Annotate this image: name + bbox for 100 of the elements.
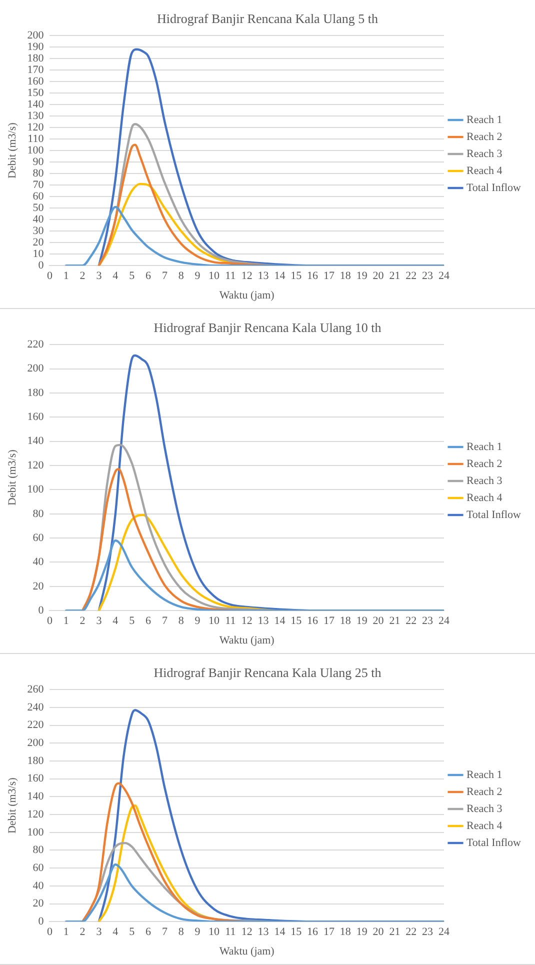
x-tick-label: 21 — [389, 615, 400, 628]
x-tick-label: 22 — [406, 926, 417, 938]
x-tick-label: 3 — [96, 926, 102, 938]
x-tick-label: 17 — [323, 270, 335, 282]
x-tick-label: 2 — [80, 615, 86, 628]
y-tick-label: 80 — [32, 508, 44, 520]
x-tick-label: 24 — [438, 615, 450, 628]
legend-label: Reach 2 — [466, 786, 502, 798]
y-tick-label: 0 — [38, 604, 44, 616]
x-tick-label: 5 — [129, 270, 136, 282]
y-tick-label: 190 — [27, 40, 44, 53]
y-tick-label: 120 — [27, 121, 44, 134]
x-tick-label: 14 — [274, 926, 286, 938]
x-tick-label: 18 — [340, 270, 352, 282]
y-tick-label: 160 — [27, 772, 44, 785]
y-tick-label: 60 — [32, 862, 44, 874]
x-tick-label: 23 — [422, 926, 434, 938]
legend-label: Reach 4 — [466, 820, 503, 832]
y-tick-label: 240 — [27, 701, 44, 714]
y-tick-label: 140 — [27, 435, 44, 448]
y-tick-label: 150 — [27, 86, 44, 99]
x-tick-label: 9 — [194, 270, 201, 282]
x-tick-label: 4 — [112, 615, 119, 628]
y-tick-label: 160 — [27, 411, 44, 424]
x-tick-label: 9 — [194, 615, 201, 628]
legend-label: Total Inflow — [466, 508, 522, 521]
x-tick-label: 10 — [208, 615, 220, 628]
line-series — [65, 206, 444, 266]
legend-label: Reach 3 — [466, 148, 503, 160]
x-tick-label: 11 — [225, 615, 236, 628]
legend-label: Reach 1 — [466, 114, 502, 126]
x-tick-label: 2 — [80, 926, 86, 938]
x-tick-label: 3 — [96, 615, 102, 628]
x-tick-label: 13 — [258, 270, 270, 282]
x-tick-label: 0 — [46, 270, 53, 282]
x-tick-label: 16 — [307, 615, 319, 628]
x-tick-label: 6 — [146, 615, 152, 628]
x-tick-label: 6 — [146, 270, 152, 282]
y-tick-label: 20 — [32, 580, 44, 592]
x-tick-label: 5 — [129, 926, 136, 938]
y-axis-title: Debit (m3/s) — [6, 777, 18, 834]
x-tick-label: 10 — [208, 926, 220, 938]
y-tick-label: 160 — [27, 75, 44, 88]
x-tick-label: 24 — [438, 926, 450, 938]
chart-title: Hidrograf Banjir Rencana Kala Ulang 10 th — [154, 320, 382, 336]
x-tick-label: 15 — [290, 615, 302, 628]
y-tick-label: 180 — [27, 754, 44, 767]
x-tick-label: 18 — [340, 615, 352, 628]
x-tick-label: 11 — [225, 926, 236, 938]
legend-label: Reach 2 — [466, 130, 502, 143]
x-tick-label: 2 — [80, 270, 86, 282]
legend-label: Total Inflow — [466, 836, 522, 849]
y-tick-label: 180 — [27, 386, 44, 399]
x-tick-label: 7 — [162, 615, 168, 628]
x-tick-label: 9 — [194, 926, 201, 938]
x-tick-label: 22 — [406, 615, 417, 628]
x-tick-label: 10 — [208, 270, 220, 282]
legend-label: Reach 4 — [466, 164, 503, 177]
x-tick-label: 14 — [274, 615, 286, 628]
x-tick-label: 21 — [389, 270, 400, 282]
x-tick-label: 19 — [356, 270, 368, 282]
y-tick-label: 60 — [32, 532, 44, 544]
y-tick-label: 130 — [27, 110, 44, 122]
x-axis-title: Waktu (jam) — [219, 289, 275, 302]
y-tick-label: 180 — [27, 52, 44, 64]
x-axis-title: Waktu (jam) — [219, 945, 275, 958]
y-tick-label: 120 — [27, 808, 44, 820]
x-tick-label: 16 — [307, 926, 319, 938]
x-tick-label: 17 — [323, 615, 335, 628]
y-tick-label: 30 — [32, 224, 44, 237]
y-tick-label: 80 — [32, 844, 44, 856]
x-tick-label: 0 — [46, 615, 53, 628]
x-tick-label: 16 — [307, 270, 319, 282]
y-tick-label: 40 — [32, 213, 44, 226]
y-tick-label: 20 — [32, 898, 44, 910]
y-tick-label: 260 — [27, 683, 44, 696]
legend-label: Reach 4 — [466, 492, 503, 504]
x-tick-label: 5 — [129, 615, 136, 628]
y-tick-label: 90 — [32, 156, 44, 168]
x-tick-label: 19 — [356, 926, 368, 938]
y-tick-label: 110 — [28, 132, 44, 145]
y-tick-label: 20 — [32, 236, 44, 248]
line-series — [65, 863, 444, 922]
x-tick-label: 12 — [241, 270, 252, 282]
y-tick-label: 100 — [27, 484, 44, 496]
y-tick-label: 200 — [27, 362, 44, 375]
x-tick-label: 12 — [241, 615, 252, 628]
legend-label: Reach 3 — [466, 802, 503, 815]
y-tick-label: 40 — [32, 880, 44, 892]
line-series — [65, 539, 444, 611]
x-tick-label: 19 — [356, 615, 368, 628]
x-tick-label: 13 — [258, 926, 270, 938]
y-tick-label: 60 — [32, 190, 44, 202]
x-tick-label: 20 — [372, 926, 384, 938]
x-tick-label: 15 — [290, 270, 302, 282]
x-tick-label: 1 — [63, 270, 69, 282]
y-tick-label: 70 — [32, 178, 44, 191]
y-tick-label: 50 — [32, 202, 44, 214]
chart-title: Hidrograf Banjir Rencana Kala Ulang 5 th — [157, 11, 378, 26]
x-tick-label: 4 — [112, 926, 119, 938]
